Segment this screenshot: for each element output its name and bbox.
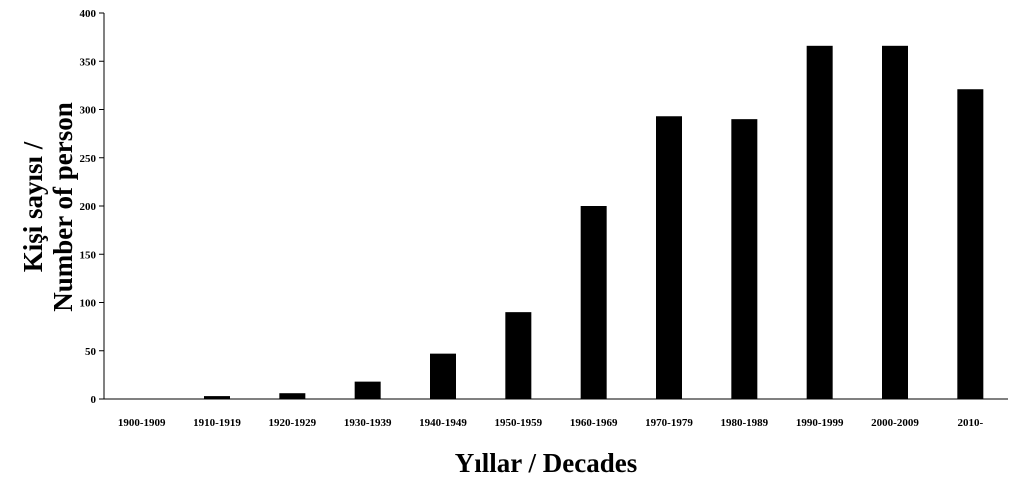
x-tick-label: 1930-1939 [344, 417, 392, 429]
x-tick-label: 2010- [957, 417, 983, 429]
y-tick-label: 150 [80, 249, 97, 261]
bar [806, 45, 833, 400]
y-tick-label: 100 [80, 298, 97, 310]
x-tick-label: 1900-1909 [118, 417, 166, 429]
y-tick-label: 0 [91, 394, 97, 406]
y-tick-label: 200 [80, 201, 97, 213]
bars [204, 45, 984, 400]
y-ticks: 0 50 100 150 200 250 300 350 400 [80, 8, 104, 406]
bar [656, 116, 682, 399]
bar [204, 396, 230, 399]
y-axis-title: Kişi sayısı / Number of person [18, 102, 78, 312]
bar [731, 119, 758, 400]
x-tick-label: 1950-1959 [494, 417, 542, 429]
y-tick-label: 250 [80, 153, 97, 165]
y-axis-title-line2: Number of person [48, 102, 78, 312]
x-ticks: 1900-1909 1910-1919 1920-1929 1930-1939 1940… [118, 417, 984, 429]
bar [505, 312, 532, 399]
bar [957, 89, 984, 400]
y-axis-title-line1: Kişi sayısı / [18, 141, 48, 272]
bar [354, 381, 381, 399]
bar [882, 45, 908, 400]
bar [279, 393, 306, 399]
x-tick-label: 1980-1989 [720, 417, 768, 429]
y-tick-label: 350 [80, 56, 97, 68]
bar [430, 353, 456, 399]
x-tick-label: 1910-1919 [193, 417, 241, 429]
y-tick-label: 50 [85, 346, 97, 358]
x-tick-label: 1990-1999 [796, 417, 844, 429]
y-tick-label: 300 [80, 105, 97, 117]
x-tick-label: 1940-1949 [419, 417, 467, 429]
x-tick-label: 1970-1979 [645, 417, 693, 429]
bar [580, 206, 607, 399]
axes [103, 13, 1008, 400]
y-tick-label: 400 [80, 8, 97, 20]
x-tick-label: 1960-1969 [570, 417, 618, 429]
x-tick-label: 2000-2009 [871, 417, 919, 429]
x-axis-title: Yıllar / Decades [455, 448, 637, 478]
x-tick-label: 1920-1929 [268, 417, 316, 429]
